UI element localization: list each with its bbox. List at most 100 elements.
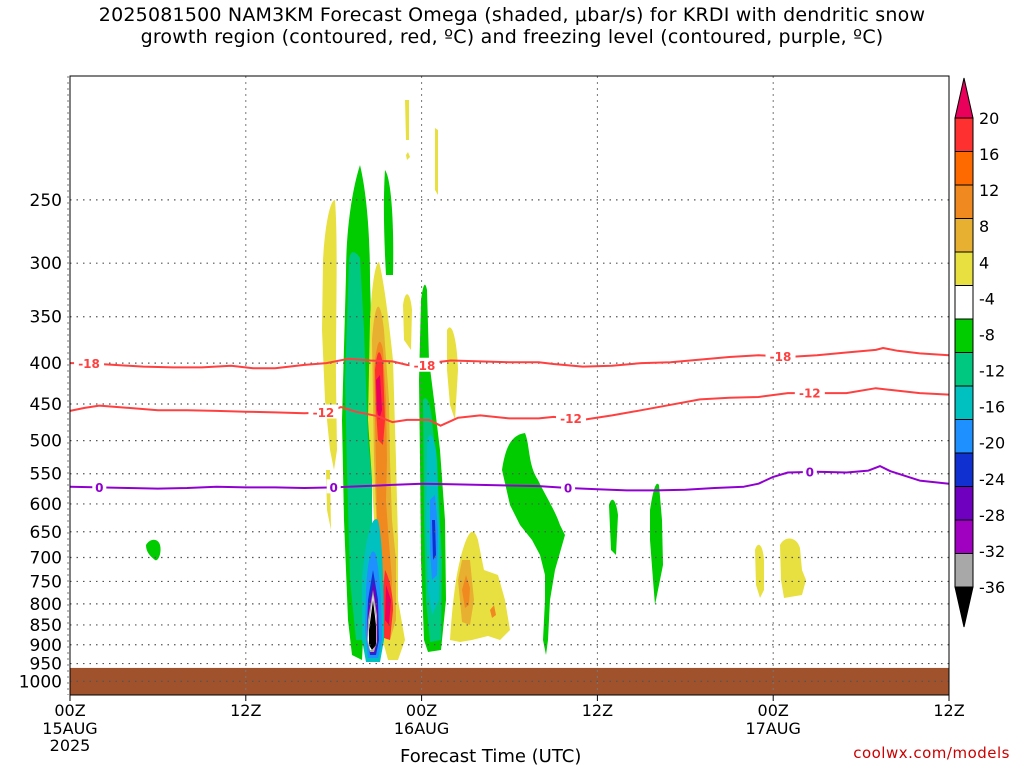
colorbar-label: 16 bbox=[979, 145, 999, 164]
colorbar-swatch bbox=[954, 318, 974, 353]
colorbar-swatch bbox=[954, 419, 974, 454]
time-tick-label: 00Z bbox=[54, 701, 85, 720]
pressure-tick-label: 550 bbox=[30, 465, 62, 485]
plot-border bbox=[69, 75, 950, 696]
colorbar-swatch bbox=[954, 486, 974, 521]
pressure-tick-label: 700 bbox=[30, 548, 62, 568]
plot-frame bbox=[67, 75, 950, 696]
pressure-tick-label: 950 bbox=[30, 655, 62, 675]
colorbar-label: -8 bbox=[979, 325, 995, 344]
omega-sinking-area bbox=[650, 483, 663, 605]
colorbar-swatch bbox=[954, 151, 974, 186]
colorbar-swatch bbox=[954, 117, 974, 152]
colorbar-label: -16 bbox=[979, 398, 1005, 417]
title-line-2: growth region (contoured, red, ºC) and f… bbox=[140, 26, 884, 48]
pressure-tick-label: 650 bbox=[30, 523, 62, 543]
colorbar-label: 20 bbox=[979, 109, 999, 128]
colorbar-swatch bbox=[954, 184, 974, 219]
omega-rising-area bbox=[755, 544, 764, 598]
contour-label: 0 bbox=[95, 481, 103, 495]
time-tick-label: 12Z bbox=[230, 701, 261, 720]
omega-colorbar: 20 16 12 8 4 -4 -8 -12 -16 -20 -24 -28 -32 -36 bbox=[954, 77, 1005, 628]
omega-sinking-area bbox=[609, 499, 618, 555]
omega-sinking-area bbox=[447, 327, 458, 420]
omega-rising-area bbox=[490, 605, 496, 618]
time-tick-label: 00Z bbox=[406, 701, 437, 720]
contour-label-bg bbox=[802, 463, 817, 478]
contour-label: -18 bbox=[78, 357, 100, 371]
colorbar-label: -28 bbox=[979, 506, 1005, 525]
contour-line bbox=[69, 465, 950, 492]
pressure-tick-label: 350 bbox=[30, 308, 62, 328]
time-tick-label: 12Z bbox=[933, 701, 964, 720]
pressure-tick-label: 850 bbox=[30, 616, 62, 636]
contour-label: 0 bbox=[330, 481, 338, 495]
pressure-tick-label: 500 bbox=[30, 432, 62, 452]
omega-rising-area bbox=[406, 152, 410, 160]
contour-label-bg bbox=[74, 355, 105, 370]
contour-label-bg bbox=[92, 479, 107, 494]
contour-label: -12 bbox=[560, 412, 582, 426]
contour-label: -18 bbox=[770, 350, 792, 364]
chart-title: 2025081500 NAM3KM Forecast Omega (shaded… bbox=[0, 4, 1024, 48]
omega-rising-area bbox=[376, 375, 382, 420]
contour-label: -12 bbox=[313, 406, 335, 420]
terrain-below-ground bbox=[70, 667, 949, 695]
date-label: 15AUG bbox=[42, 719, 97, 738]
ground-fill bbox=[70, 667, 949, 695]
colorbar-swatch bbox=[954, 218, 974, 253]
omega-sinking-area bbox=[345, 252, 372, 640]
colorbar-label: -32 bbox=[979, 542, 1005, 561]
pressure-tick-label: 400 bbox=[30, 354, 62, 374]
pressure-tick-label: 800 bbox=[30, 595, 62, 615]
pressure-tick-label: 450 bbox=[30, 395, 62, 415]
colorbar-swatch bbox=[954, 251, 974, 286]
grid-lines bbox=[70, 76, 949, 695]
title-line-1: 2025081500 NAM3KM Forecast Omega (shaded… bbox=[98, 4, 926, 26]
colorbar-swatch bbox=[954, 285, 974, 320]
contour-label-bg bbox=[765, 348, 796, 363]
omega-rising-area bbox=[385, 585, 391, 625]
omega-sinking-area bbox=[502, 433, 565, 655]
pressure-tick-label: 300 bbox=[30, 254, 62, 274]
colorbar-swatch bbox=[954, 385, 974, 420]
time-tick-label: 00Z bbox=[758, 701, 789, 720]
date-label: 16AUG bbox=[394, 719, 449, 738]
omega-rising-area bbox=[462, 575, 470, 608]
contour-label: -18 bbox=[414, 359, 436, 373]
pressure-tick-label: 600 bbox=[30, 495, 62, 515]
x-axis-title: Forecast Time (UTC) bbox=[400, 746, 582, 767]
contour-label-bg bbox=[409, 357, 440, 372]
colorbar-label: -12 bbox=[979, 362, 1005, 381]
omega-rising-area bbox=[435, 128, 438, 195]
pressure-tick-label: 250 bbox=[30, 191, 62, 211]
colorbar-label: 4 bbox=[979, 253, 989, 272]
contour-label-bg bbox=[326, 479, 341, 494]
colorbar-swatch bbox=[954, 586, 974, 628]
contour-label: -12 bbox=[799, 387, 821, 401]
omega-rising-area bbox=[322, 200, 337, 470]
omega-sinking-area bbox=[403, 294, 412, 350]
colorbar-swatch bbox=[954, 553, 974, 588]
omega-sinking-area bbox=[369, 600, 376, 650]
contour-line bbox=[69, 387, 950, 427]
pressure-tick-label: 750 bbox=[30, 572, 62, 592]
temperature-contours: -18 -18 -18 -12 -12 -12 0 0 0 0 bbox=[69, 347, 950, 495]
site-credit[interactable]: coolwx.com/models bbox=[853, 744, 1010, 762]
contour-label-bg bbox=[794, 385, 825, 400]
omega-rising-area bbox=[405, 100, 409, 140]
colorbar-label: 12 bbox=[979, 181, 999, 200]
date-label: 2025 bbox=[50, 736, 91, 755]
colorbar-label: -36 bbox=[979, 578, 1005, 597]
colorbar-swatch bbox=[954, 77, 974, 119]
colorbar-label: -24 bbox=[979, 470, 1005, 489]
omega-sinking-area bbox=[146, 539, 161, 561]
contour-label-bg bbox=[308, 404, 339, 419]
omega-sinking-area bbox=[432, 520, 436, 560]
contour-label: 0 bbox=[806, 465, 814, 479]
colorbar-swatch bbox=[954, 519, 974, 554]
colorbar-swatch bbox=[954, 352, 974, 387]
contour-label: 0 bbox=[564, 481, 572, 495]
